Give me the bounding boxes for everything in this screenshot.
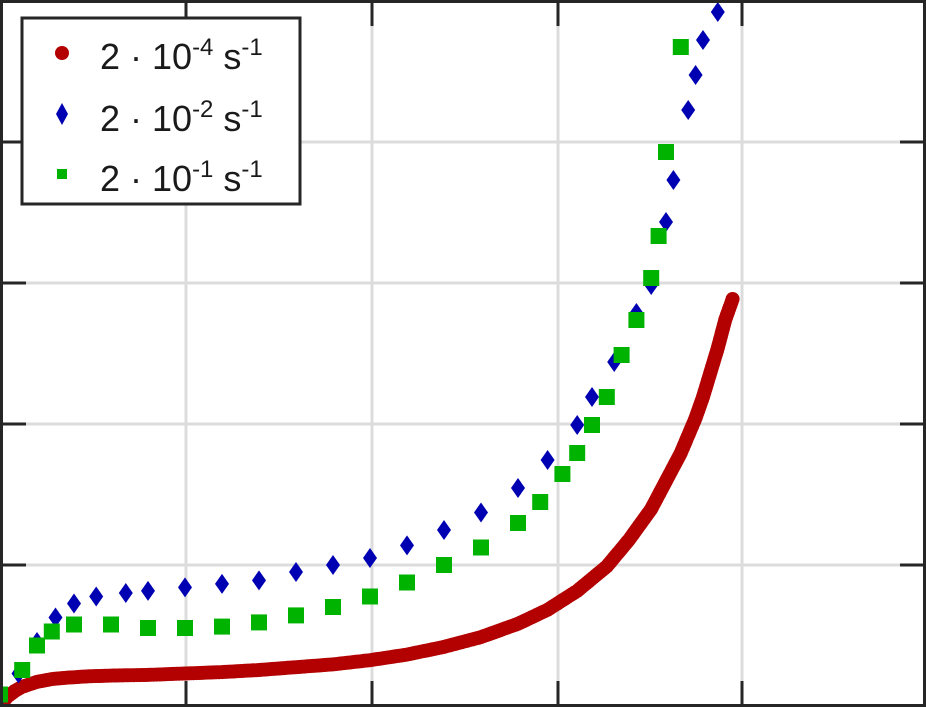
legend-marker-circle — [55, 46, 69, 60]
data-point-square — [473, 539, 489, 556]
data-point-diamond — [252, 570, 266, 591]
data-point-square — [177, 620, 193, 636]
data-point-diamond — [48, 607, 63, 628]
data-point-square — [251, 614, 267, 631]
data-point-square — [103, 616, 119, 633]
data-point-square — [569, 445, 586, 461]
data-point-square — [598, 389, 615, 405]
legend-label-3: 2 · 10-1 s-1 — [100, 156, 263, 199]
data-point-diamond — [141, 580, 155, 601]
data-point-diamond — [511, 478, 525, 498]
legend-marker-square — [57, 169, 67, 179]
data-point-square — [140, 620, 156, 636]
legend: 2 · 10-4 s-1 2 · 10-2 s-1 2 · 10-1 s-1 — [20, 16, 302, 206]
data-point-square — [628, 312, 645, 328]
series-3 — [0, 39, 689, 703]
series-1 — [0, 292, 740, 707]
legend-label-2: 2 · 10-2 s-1 — [100, 96, 263, 139]
data-point-diamond — [666, 170, 681, 190]
data-point-square — [29, 637, 45, 654]
data-point-diamond — [289, 562, 303, 582]
data-point-square — [14, 662, 31, 678]
data-point-diamond — [326, 555, 340, 575]
data-point-square — [436, 557, 452, 573]
data-point-diamond — [67, 593, 81, 614]
data-point-diamond — [540, 450, 555, 470]
data-point-square — [43, 623, 60, 640]
data-point-diamond — [688, 65, 703, 85]
data-point-diamond — [89, 586, 104, 607]
data-point-square — [510, 515, 526, 531]
data-point-square — [554, 466, 571, 482]
legend-label-1: 2 · 10-4 s-1 — [100, 34, 263, 77]
legend-entry-2: 2 · 10-2 s-1 — [56, 96, 263, 139]
data-point-diamond — [696, 30, 710, 50]
data-point-diamond — [474, 502, 488, 523]
series-layer — [0, 2, 740, 707]
series-2 — [0, 2, 725, 707]
data-point-diamond — [363, 548, 377, 568]
legend-box — [20, 16, 302, 206]
data-point-diamond — [118, 583, 133, 603]
legend-entry-1: 2 · 10-4 s-1 — [55, 34, 263, 77]
data-point-diamond — [437, 520, 451, 540]
data-point-diamond — [681, 100, 696, 120]
data-point-square — [584, 417, 600, 433]
legend-marker-diamond — [56, 103, 68, 125]
data-point-diamond — [659, 212, 673, 232]
data-point-diamond — [710, 2, 725, 22]
data-point-square — [362, 588, 378, 605]
legend-entry-3: 2 · 10-1 s-1 — [57, 156, 263, 199]
data-point-circle — [725, 292, 740, 306]
data-point-diamond — [570, 415, 585, 435]
data-point-diamond — [215, 573, 229, 594]
data-point-square — [0, 686, 8, 703]
data-point-square — [288, 607, 304, 624]
data-point-square — [650, 228, 667, 244]
data-point-square — [658, 144, 674, 160]
data-point-square — [66, 616, 82, 633]
data-point-square — [399, 574, 415, 591]
data-point-square — [325, 599, 341, 615]
data-point-square — [532, 494, 549, 510]
data-point-square — [672, 39, 689, 55]
data-point-square — [214, 618, 230, 635]
data-point-diamond — [585, 387, 599, 407]
data-point-square — [643, 270, 660, 286]
data-point-square — [613, 347, 630, 363]
data-point-diamond — [400, 535, 414, 556]
data-point-diamond — [178, 577, 192, 598]
